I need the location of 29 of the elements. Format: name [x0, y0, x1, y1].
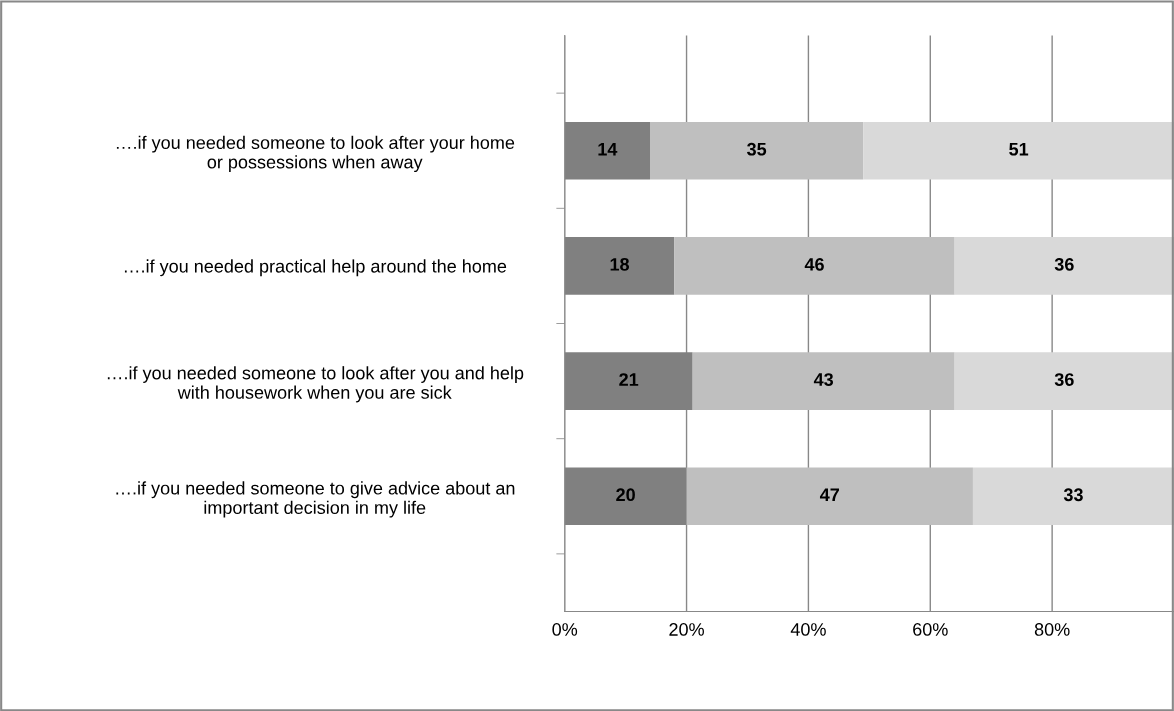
data-label: 18	[610, 257, 630, 271]
bar	[650, 121, 864, 180]
y-tick-label: ….if you needed practical help around the home	[124, 259, 507, 277]
data-label: 20	[616, 488, 635, 502]
data-label: 47	[819, 488, 839, 501]
bar	[674, 237, 955, 295]
data-label: 21	[619, 373, 639, 386]
bar	[863, 121, 1174, 180]
bar	[972, 467, 1174, 526]
x-tick-label: 0%	[552, 623, 578, 636]
y-tick-label: ….if you needed someone to look after your home or possessions when away	[116, 135, 515, 173]
data-label: 46	[804, 257, 824, 271]
x-tick-label: 60%	[913, 623, 948, 636]
data-label: 36	[1054, 373, 1074, 386]
y-tick-label: ….if you needed someone to give advice about an important decision in my life	[116, 481, 515, 518]
data-label: 43	[813, 373, 834, 386]
x-tick-label: 80%	[1034, 623, 1070, 636]
bar	[686, 467, 973, 526]
data-label: 36	[1054, 257, 1074, 271]
bar	[954, 237, 1174, 295]
bar	[692, 352, 955, 410]
x-tick-label: 20%	[669, 623, 704, 636]
data-label: 51	[1009, 142, 1029, 156]
data-label: 14	[598, 142, 618, 156]
x-tick-label: 40%	[790, 623, 826, 636]
y-tick-label: ….if you needed someone to look after you and help with housework when you are sick	[107, 366, 524, 403]
data-label: 35	[747, 142, 767, 156]
bar	[954, 352, 1174, 410]
data-label: 33	[1063, 488, 1083, 502]
